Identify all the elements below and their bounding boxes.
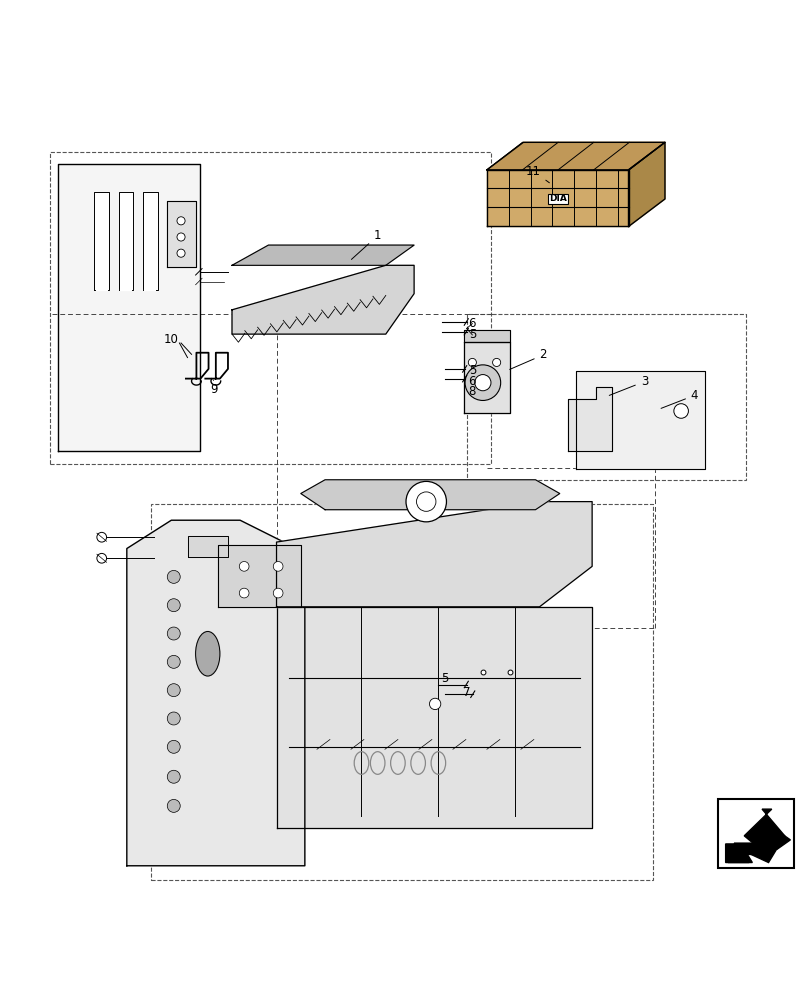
Text: 2: 2 — [509, 348, 547, 369]
Bar — [717, 799, 793, 868]
Text: 1: 1 — [351, 229, 380, 259]
Text: 5: 5 — [440, 672, 448, 685]
Polygon shape — [567, 387, 611, 451]
Polygon shape — [143, 192, 157, 290]
Polygon shape — [232, 265, 414, 334]
Text: 3: 3 — [608, 375, 647, 395]
Text: 10: 10 — [164, 333, 178, 346]
Polygon shape — [464, 330, 509, 342]
Polygon shape — [118, 192, 133, 290]
Circle shape — [468, 358, 476, 366]
Circle shape — [167, 740, 180, 753]
Circle shape — [177, 217, 185, 225]
Polygon shape — [187, 536, 228, 557]
Circle shape — [167, 799, 180, 812]
Polygon shape — [58, 164, 200, 451]
Polygon shape — [755, 830, 789, 850]
Circle shape — [406, 481, 446, 522]
Polygon shape — [232, 245, 414, 265]
Text: 6: 6 — [468, 375, 475, 388]
Polygon shape — [575, 371, 705, 469]
Circle shape — [465, 365, 500, 400]
Circle shape — [97, 532, 106, 542]
Circle shape — [97, 553, 106, 563]
Circle shape — [239, 588, 249, 598]
Circle shape — [273, 562, 283, 571]
Polygon shape — [487, 142, 664, 170]
Circle shape — [167, 570, 180, 583]
Circle shape — [474, 375, 491, 391]
Text: 11: 11 — [525, 165, 549, 183]
Polygon shape — [725, 809, 783, 863]
Text: DIA: DIA — [548, 194, 566, 203]
Text: 4: 4 — [660, 389, 697, 408]
Polygon shape — [300, 480, 559, 510]
Text: 5: 5 — [468, 328, 475, 341]
Circle shape — [492, 358, 500, 366]
Circle shape — [673, 404, 688, 418]
Circle shape — [429, 698, 440, 710]
Circle shape — [167, 712, 180, 725]
Polygon shape — [127, 520, 304, 866]
Polygon shape — [464, 342, 509, 413]
Polygon shape — [94, 192, 109, 290]
Text: 7: 7 — [462, 686, 470, 699]
Text: 5: 5 — [468, 364, 475, 377]
Circle shape — [177, 233, 185, 241]
Polygon shape — [628, 142, 664, 226]
Polygon shape — [218, 545, 300, 607]
Circle shape — [167, 770, 180, 783]
Polygon shape — [727, 843, 761, 863]
Circle shape — [416, 492, 436, 511]
Circle shape — [177, 249, 185, 257]
Text: 9: 9 — [210, 380, 217, 396]
Circle shape — [167, 684, 180, 697]
Ellipse shape — [195, 631, 220, 676]
Polygon shape — [487, 170, 628, 226]
Polygon shape — [277, 607, 591, 828]
Text: 8: 8 — [468, 385, 475, 398]
Circle shape — [273, 588, 283, 598]
Circle shape — [167, 599, 180, 612]
Circle shape — [239, 562, 249, 571]
Polygon shape — [277, 502, 591, 607]
Circle shape — [167, 655, 180, 668]
Circle shape — [167, 627, 180, 640]
Polygon shape — [167, 201, 195, 267]
Text: 6: 6 — [468, 317, 475, 330]
